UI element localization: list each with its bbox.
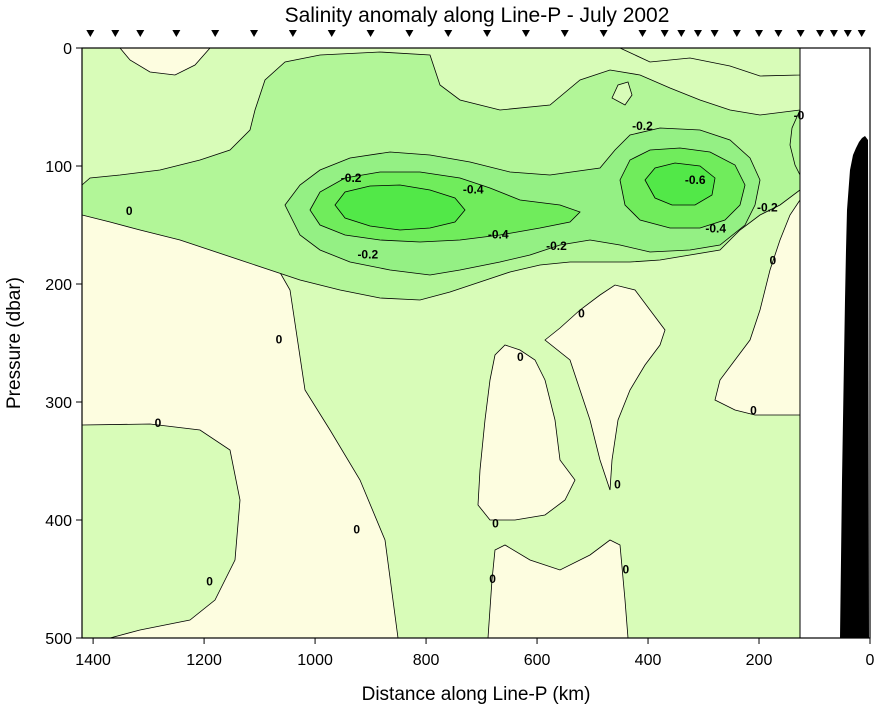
station-marker bbox=[843, 30, 852, 37]
contour-field bbox=[82, 48, 800, 638]
contour-label: 0 bbox=[126, 204, 133, 218]
contour-label: 0 bbox=[614, 478, 621, 492]
bathymetry-profile bbox=[840, 136, 869, 638]
y-tick-label: 400 bbox=[45, 513, 72, 530]
positive-blob-upper-east bbox=[611, 81, 633, 106]
y-tick-label: 300 bbox=[45, 395, 72, 412]
station-marker bbox=[599, 30, 608, 37]
station-marker bbox=[172, 30, 181, 37]
positive-region-right-column bbox=[544, 284, 666, 491]
x-tick-label: 1400 bbox=[75, 652, 111, 669]
contour-label: 0 bbox=[489, 572, 496, 586]
y-tick-label: 100 bbox=[45, 159, 72, 176]
contour-label: -0.2 bbox=[357, 248, 378, 262]
contour-label: -0.2 bbox=[757, 200, 778, 214]
station-marker bbox=[444, 30, 453, 37]
contour-label: -0.2 bbox=[341, 171, 362, 185]
contour-label: -0.4 bbox=[705, 222, 726, 236]
station-marker bbox=[211, 30, 220, 37]
x-tick-label: 200 bbox=[746, 652, 773, 669]
positive-region-bottom-left bbox=[82, 423, 241, 638]
x-tick-label: 400 bbox=[635, 652, 662, 669]
plot-frame bbox=[81, 47, 871, 639]
chart-title: Salinity anomaly along Line-P - July 200… bbox=[285, 4, 670, 27]
contour-label: -0.4 bbox=[463, 183, 484, 197]
contour-label: 0 bbox=[353, 522, 360, 536]
contour-label: 0 bbox=[770, 253, 777, 267]
contour-labels: -0.2 -0.4 -0.4 -0.2 -0.2 -0.2 -0.6 -0.4 -0.2 -0 0 0… bbox=[126, 108, 805, 588]
station-marker bbox=[755, 30, 764, 37]
contour-label: 0 bbox=[492, 517, 499, 531]
station-marker bbox=[816, 30, 825, 37]
contour-label: 0 bbox=[750, 403, 757, 417]
positive-region-center-column bbox=[477, 344, 576, 521]
station-marker bbox=[288, 30, 297, 37]
contour-label: -0.2 bbox=[546, 239, 567, 253]
y-axis: 0 100 200 300 400 500 bbox=[45, 41, 82, 648]
station-marker bbox=[560, 30, 569, 37]
positive-region-bottom-center bbox=[487, 539, 629, 638]
contour-label: 0 bbox=[578, 307, 585, 321]
station-marker bbox=[710, 30, 719, 37]
x-axis: 1400 1200 1000 800 600 400 200 0 bbox=[75, 638, 875, 669]
station-marker bbox=[677, 30, 686, 37]
station-marker bbox=[796, 30, 805, 37]
station-marker bbox=[857, 30, 866, 37]
negative-region-east-edge bbox=[789, 109, 800, 176]
station-marker bbox=[693, 30, 702, 37]
positive-region-east bbox=[714, 199, 800, 416]
x-tick-label: 0 bbox=[866, 652, 875, 669]
station-marker bbox=[327, 30, 336, 37]
station-marker bbox=[732, 30, 741, 37]
contour-label: -0.2 bbox=[632, 119, 653, 133]
positive-region-surface-mid bbox=[82, 48, 800, 77]
contour-label: 0 bbox=[206, 574, 213, 588]
contour-label: -0.4 bbox=[488, 227, 509, 241]
x-tick-label: 600 bbox=[524, 652, 551, 669]
contour-label: 0 bbox=[276, 332, 283, 346]
y-tick-label: 200 bbox=[45, 277, 72, 294]
station-marker bbox=[366, 30, 375, 37]
negative-region-0.6-east bbox=[644, 162, 716, 206]
station-marker bbox=[774, 30, 783, 37]
station-marker bbox=[483, 30, 492, 37]
station-marker bbox=[660, 30, 669, 37]
station-marker bbox=[136, 30, 145, 37]
contour-label: 0 bbox=[155, 416, 162, 430]
contour-label: 0 bbox=[517, 350, 524, 364]
station-marker bbox=[521, 30, 530, 37]
contour-label: -0.6 bbox=[685, 173, 706, 187]
y-tick-label: 0 bbox=[63, 41, 72, 58]
station-markers bbox=[86, 30, 866, 37]
station-marker bbox=[111, 30, 120, 37]
x-tick-label: 1000 bbox=[297, 652, 333, 669]
station-marker bbox=[250, 30, 259, 37]
x-tick-label: 1200 bbox=[186, 652, 222, 669]
x-axis-label: Distance along Line-P (km) bbox=[362, 684, 591, 705]
negative-region-0.6 bbox=[334, 184, 466, 231]
station-marker bbox=[829, 30, 838, 37]
station-marker bbox=[405, 30, 414, 37]
positive-region-surface-west bbox=[119, 48, 211, 76]
contour-label: 0 bbox=[622, 563, 629, 577]
y-axis-label: Pressure (dbar) bbox=[4, 277, 25, 409]
station-marker bbox=[638, 30, 647, 37]
contour-label: -0 bbox=[794, 108, 805, 122]
station-marker bbox=[86, 30, 95, 37]
x-tick-label: 800 bbox=[413, 652, 440, 669]
y-tick-label: 500 bbox=[45, 631, 72, 648]
